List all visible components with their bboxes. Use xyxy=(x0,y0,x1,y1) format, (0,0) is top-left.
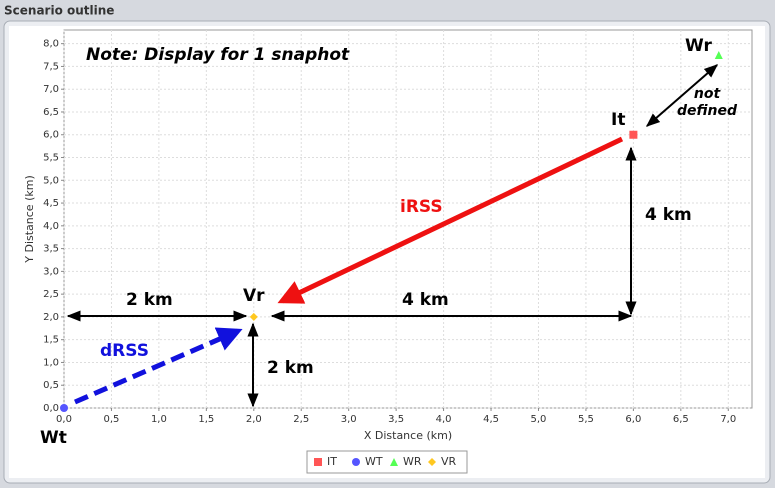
legend xyxy=(306,450,468,474)
y-tick-label: 5,0 xyxy=(43,175,59,186)
point xyxy=(629,130,638,139)
note: Note: Display for 1 snaphot xyxy=(86,45,350,65)
legend-label: WR xyxy=(403,455,422,468)
y-tick-label: 8,0 xyxy=(43,39,59,50)
label-it: It xyxy=(611,110,625,130)
x-tick-label: 4,5 xyxy=(483,414,499,425)
drss-arrow xyxy=(74,327,243,405)
y-tick-label: 1,5 xyxy=(43,335,59,346)
y-tick-label: 5,5 xyxy=(43,153,59,164)
legend-items: IT WT WR VR xyxy=(314,455,457,468)
x-tick-label: 3,0 xyxy=(341,414,357,425)
x-tick-label: 6,0 xyxy=(625,414,641,425)
point xyxy=(60,404,68,412)
legend-label: WT xyxy=(365,455,383,468)
label-dist: 4 km xyxy=(645,205,692,225)
label-vr: Vr xyxy=(243,286,265,306)
plot-area xyxy=(63,29,753,409)
y-tick-label: 6,5 xyxy=(43,107,59,118)
arrow xyxy=(645,64,719,127)
x-tick-label: 1,5 xyxy=(198,414,214,425)
y-tick-label: 3,0 xyxy=(43,266,59,277)
x-tick-label: 0,0 xyxy=(56,414,72,425)
x-tick-label: 5,0 xyxy=(531,414,547,425)
label-not-defined: defined xyxy=(677,103,738,119)
point xyxy=(249,312,258,321)
annotation-arrows xyxy=(66,64,719,408)
legend-marker xyxy=(390,458,398,466)
label-dist: 2 km xyxy=(126,290,173,310)
y-tick-label: 7,0 xyxy=(43,84,59,95)
y-tick-label: 0,0 xyxy=(43,403,59,414)
y-axis-label: Y Distance (km) xyxy=(23,175,36,263)
x-tick-label: 1,0 xyxy=(151,414,167,425)
y-tick-label: 2,5 xyxy=(43,289,59,300)
y-tick-label: 4,5 xyxy=(43,198,59,209)
label-irss: iRSS xyxy=(400,197,443,217)
x-tick-label: 2,5 xyxy=(293,414,309,425)
y-tick-label: 3,5 xyxy=(43,244,59,255)
y-tick-label: 2,0 xyxy=(43,312,59,323)
label-wt: Wt xyxy=(40,428,67,448)
legend-marker xyxy=(428,458,436,466)
label-wr: Wr xyxy=(685,36,712,56)
label-not-defined: not xyxy=(694,86,722,102)
x-axis-label: X Distance (km) xyxy=(364,429,452,442)
x-tick-label: 3,5 xyxy=(388,414,404,425)
x-tick-label: 2,0 xyxy=(246,414,262,425)
x-tick-label: 7,0 xyxy=(720,414,736,425)
grid xyxy=(61,30,752,411)
panel-title: Scenario outline xyxy=(4,4,114,18)
x-tick-label: 5,5 xyxy=(578,414,594,425)
y-tick-label: 0,5 xyxy=(43,380,59,391)
irss-arrow xyxy=(277,136,624,304)
y-tick-label: 7,5 xyxy=(43,61,59,72)
x-tick-label: 0,5 xyxy=(103,414,119,425)
legend-label: VR xyxy=(441,455,457,468)
point xyxy=(714,51,723,60)
legend-marker xyxy=(352,458,360,466)
label-dist: 4 km xyxy=(402,290,449,310)
legend-marker xyxy=(314,458,322,466)
label-drss: dRSS xyxy=(100,341,149,361)
y-tick-label: 1,0 xyxy=(43,357,59,368)
label-dist: 2 km xyxy=(267,358,314,378)
y-tick-label: 4,0 xyxy=(43,221,59,232)
y-tick-label: 6,0 xyxy=(43,130,59,141)
x-tick-label: 6,5 xyxy=(673,414,689,425)
points xyxy=(60,51,723,412)
legend-label: IT xyxy=(327,455,337,468)
x-tick-label: 4,0 xyxy=(436,414,452,425)
